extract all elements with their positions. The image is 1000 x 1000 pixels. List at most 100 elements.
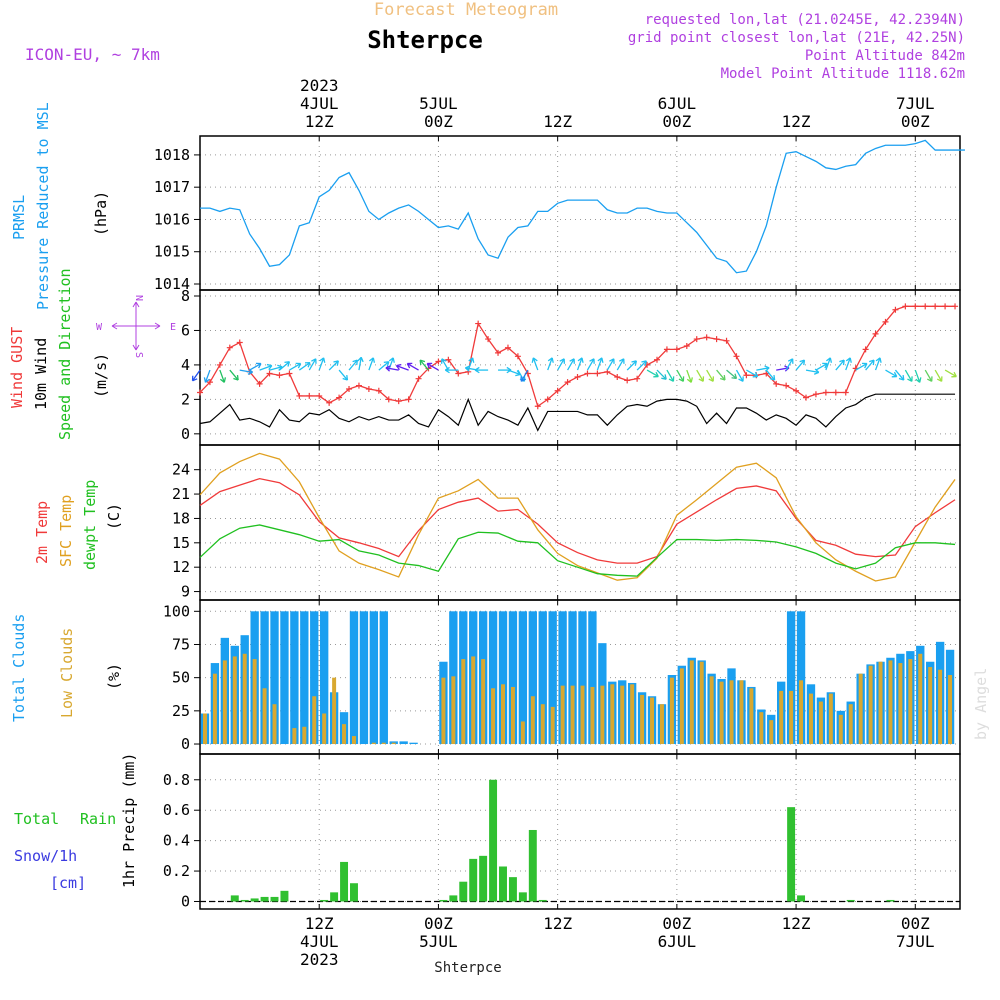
wind-arrow [835,359,845,371]
wind-arrow-shaft [204,369,211,383]
temp-sfc-line [199,452,956,582]
gust-marker [683,342,690,349]
gust-marker [743,372,750,379]
faded-title: Forecast Meteogram [374,0,558,20]
wind-arrow-head [319,357,326,363]
rain-bar [459,881,468,902]
wind-speed-dir-label: Speed and Direction [56,268,74,440]
low-cloud-bar [709,676,714,745]
compass-n: N [133,295,144,301]
wind-arrow-head [875,357,882,363]
gust-marker [534,403,541,410]
temp-sfc-label: SFC Temp [57,495,75,567]
gust-marker [703,334,710,341]
wind-arrow [885,369,898,378]
wind-arrow-shaft [746,369,758,378]
low-cloud-bar [560,685,565,745]
low-cloud-bar [520,721,525,745]
y-tick-label: 100 [163,602,190,620]
wind-arrow-head [464,365,471,372]
wind-arrow [520,369,529,382]
wind-arrow-head [861,362,868,369]
wind-arrow [308,358,317,371]
wind-arrow-head [441,358,447,364]
wind-arrow [357,356,364,371]
gust-marker [564,379,571,386]
wind-arrow-head [520,376,527,382]
time-label: 00Z [424,112,453,131]
temp-2m-line [199,477,956,564]
wind-arrow [191,369,201,382]
wind-arrow-shaft [308,358,317,371]
wind-arrow-head [311,358,317,364]
wind-arrow-head [839,359,845,366]
wind-arrow-head [406,362,413,369]
gust-marker [763,370,770,377]
low-cloud-bar [530,696,535,745]
wind-arrow-head [395,363,402,370]
gust-marker [614,373,621,380]
rain-bar [320,899,329,902]
low-cloud-bar [322,713,327,745]
time-label: 6JUL [658,94,697,113]
y-tick-label: 0 [181,735,190,753]
y-tick-label: 8 [181,287,190,305]
gust-marker [375,387,382,394]
wind-arrow-shaft [785,358,794,371]
wind-arrow-head [915,377,922,383]
wind-arrow-head [383,361,390,367]
wind-arrow [557,358,566,371]
gust-marker [733,353,740,360]
gust-marker [693,336,700,343]
low-cloud-bar [540,704,545,745]
low-cloud-bar [302,726,307,745]
y-tick-label: 0 [181,425,190,443]
wind-arrow-head [368,357,376,363]
time-label: 12Z [543,914,572,933]
wind-arrow [395,363,409,371]
total-cloud-bar [320,611,329,745]
total-cloud-bar [588,611,597,745]
rain-bar [508,877,517,902]
wind-arrow [706,369,715,382]
time-label: 00Z [662,112,691,131]
wind-arrow [874,357,882,371]
wind-arrow [328,360,339,371]
wind-arrow [686,369,693,383]
wind-arrow-head [631,360,638,366]
gust-marker [316,392,323,399]
wind-arrow-shaft [419,359,429,371]
wind-arrow-head [352,359,359,366]
wind-arrow-shaft [378,361,390,371]
pressure-panel: 1014 1015 1016 1017 1018 [154,135,961,293]
wind-arrow-shaft [249,363,262,371]
gust-marker [236,339,243,346]
low-cloud-bar [342,724,347,745]
rain-bar [250,898,259,902]
wind-arrow-shaft [636,360,647,371]
temp-2m-label: 2m Temp [33,501,51,564]
time-label: 2023 [300,76,339,95]
gust-marker [266,370,273,377]
wind-arrow [338,369,349,381]
gust-marker [832,389,839,396]
total-cloud-bar [310,611,319,745]
wind-arrow-head [468,357,475,363]
low-cloud-bar [242,653,247,745]
wind-arrow-head [284,361,291,367]
low-cloud-bar [212,673,217,745]
total-cloud-bar [349,611,359,745]
wind-arrow-shaft [259,365,273,371]
rain-bar [538,899,547,902]
rain-bar [528,829,537,902]
time-label: 4JUL [300,94,339,113]
wind-arrow-head [738,376,744,382]
gust-marker [336,394,343,401]
wind-arrow-head [845,357,852,363]
wind-arrow-shaft [586,358,595,371]
gust-marker [514,353,521,360]
low-cloud-bar [590,686,595,745]
low-cloud-bar [550,706,555,745]
time-label: 5JUL [419,94,458,113]
